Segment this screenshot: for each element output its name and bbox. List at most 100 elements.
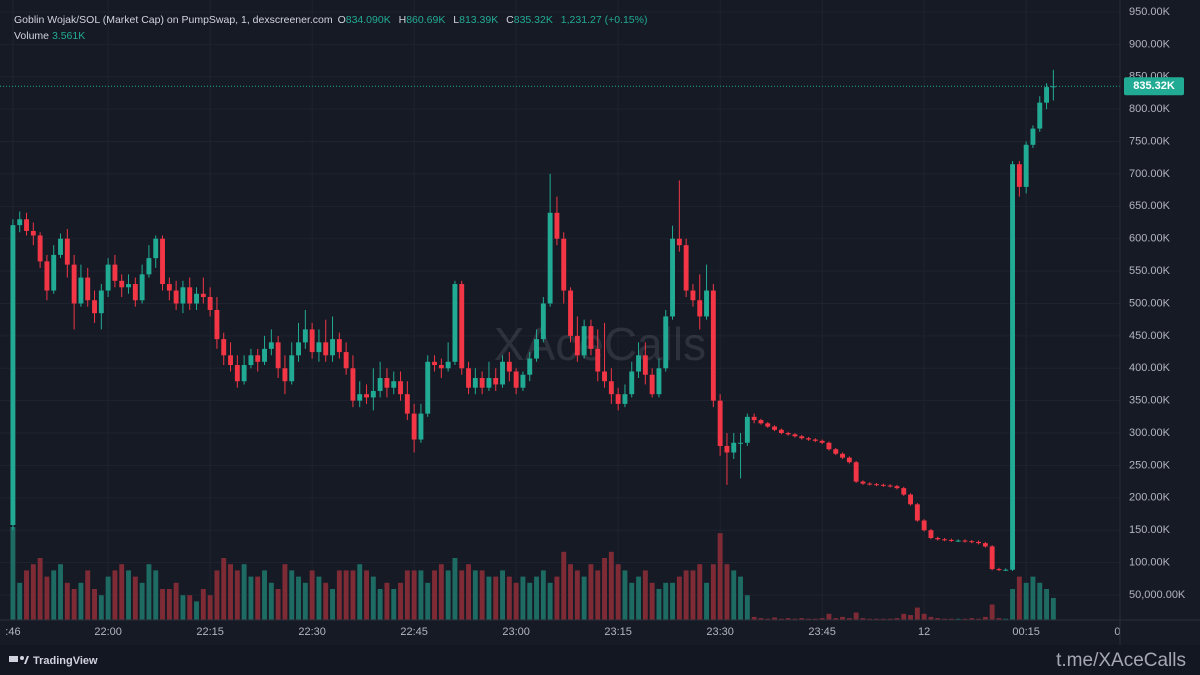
volume-bar <box>887 618 893 620</box>
x-tick-label: 22:15 <box>196 626 224 638</box>
candle-body <box>139 274 145 301</box>
volume-bar <box>30 564 36 620</box>
y-tick-label: 700.00K <box>1129 168 1171 180</box>
x-tick-label: 12 <box>918 626 930 638</box>
candle-body <box>479 377 485 388</box>
candle-body <box>214 309 220 340</box>
high-label: H <box>398 14 407 26</box>
volume-bar <box>234 570 240 620</box>
close-value: 835.32K <box>513 14 553 26</box>
candle-body <box>683 245 689 291</box>
candle-body <box>296 342 301 356</box>
volume-bar <box>785 618 791 620</box>
volume-bar <box>207 595 213 620</box>
candle-body <box>160 238 165 285</box>
volume-bar <box>772 617 777 620</box>
volume-bar <box>343 570 349 620</box>
y-tick-label: 500.00K <box>1129 297 1171 309</box>
candle-body <box>629 371 635 395</box>
volume-bar <box>500 570 505 620</box>
candle-body <box>472 377 478 388</box>
volume-bar <box>901 613 907 620</box>
volume-bar <box>588 564 594 620</box>
x-tick-label: 00:30 <box>1114 626 1142 638</box>
volume-bar <box>228 564 233 620</box>
volume-bar <box>622 570 628 620</box>
candle-body <box>738 442 743 444</box>
candle-body <box>282 368 288 382</box>
volume-bar <box>595 570 601 620</box>
candle-body <box>248 355 254 366</box>
volume-bar <box>833 618 839 620</box>
volume-bar <box>561 551 567 620</box>
volume-bar <box>731 570 737 620</box>
candle-body <box>1010 164 1016 570</box>
candle-body <box>615 394 621 404</box>
volume-bar <box>758 618 764 620</box>
volume-bar <box>296 576 301 620</box>
volume-bar <box>1030 576 1036 620</box>
candle-body <box>200 293 206 298</box>
volume-bar <box>166 589 172 620</box>
candle-body <box>874 484 879 486</box>
candle-body <box>377 377 383 391</box>
candle-body <box>724 446 730 453</box>
x-tick-label: 00:15 <box>1012 626 1040 638</box>
y-tick-label: 550.00K <box>1129 265 1171 277</box>
volume-bar <box>955 618 961 620</box>
volume-bar <box>479 570 485 620</box>
candle-body <box>765 423 771 427</box>
candle-body <box>78 277 84 304</box>
low-value: 813.39K <box>459 14 499 26</box>
volume-bar <box>520 576 526 620</box>
volume-bar <box>792 618 798 620</box>
volume-bar <box>411 570 417 620</box>
candle-body <box>438 365 444 369</box>
x-axis: :46 22:00 22:15 22:30 22:45 23:00 23:15 23:30 23… <box>5 626 1142 638</box>
volume-bar <box>976 618 982 620</box>
candle-body <box>670 238 675 317</box>
legend-row: Goblin Wojak/SOL (Market Cap) on PumpSwa… <box>14 12 652 28</box>
footer-bar <box>0 645 1200 675</box>
candle-body <box>241 365 247 382</box>
volume-bar <box>1044 589 1050 620</box>
candle-body <box>561 238 567 291</box>
y-tick-label: 300.00K <box>1129 427 1171 439</box>
candle-body <box>989 546 995 570</box>
candle-body <box>928 530 934 538</box>
volume-bar <box>867 618 873 620</box>
candle-body <box>690 290 696 301</box>
volume-bar <box>472 570 478 620</box>
volume-bar <box>1003 618 1009 620</box>
candle-body <box>119 280 125 288</box>
y-tick-label: 100.00K <box>1129 557 1171 569</box>
candle-body <box>731 442 737 453</box>
volume-bar <box>139 582 145 620</box>
volume-bar <box>554 576 560 620</box>
candle-body <box>785 433 791 435</box>
volume-bar <box>969 618 975 620</box>
candle-body <box>697 300 703 317</box>
volume-bar <box>330 589 335 620</box>
candle-body <box>364 394 369 398</box>
candle-body <box>98 290 104 314</box>
candle-body <box>622 394 628 404</box>
volume-bar <box>568 564 573 620</box>
volume-bar <box>425 582 431 620</box>
volume-bar <box>744 595 750 620</box>
candle-body <box>812 439 818 441</box>
volume-bar <box>493 576 499 620</box>
brand: TradingView <box>33 655 98 667</box>
volume-bar <box>51 570 57 620</box>
candle-body <box>608 381 614 395</box>
candle-body <box>391 381 397 388</box>
open-label: O <box>337 14 346 26</box>
volume-bar <box>676 576 682 620</box>
volume-bar <box>717 533 723 620</box>
candle-body <box>527 358 533 375</box>
candle-body <box>955 540 961 542</box>
volume-bar <box>608 551 614 620</box>
volume-bar <box>404 570 410 620</box>
legend-row: Volume 3.561K <box>14 28 652 44</box>
candle-body <box>411 413 417 440</box>
